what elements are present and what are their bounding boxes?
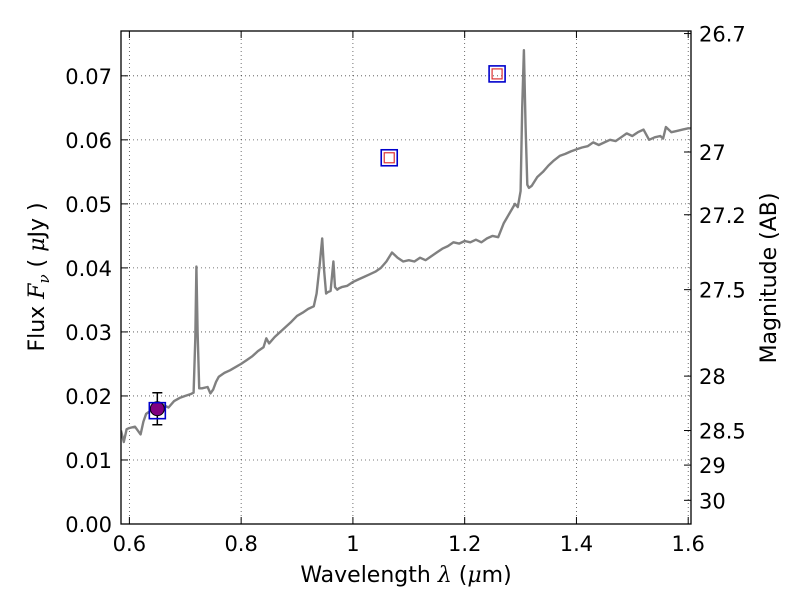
- y2-tick-label: 30: [699, 489, 726, 513]
- model-inner-marker: [491, 68, 503, 80]
- plot-area: [121, 49, 691, 444]
- model-inner-marker: [383, 152, 395, 164]
- y-tick-label: 0.05: [65, 193, 112, 217]
- y-tick-label: 0.07: [65, 65, 112, 89]
- photometry-point: [149, 401, 165, 417]
- y2-tick-label: 27: [699, 141, 726, 165]
- model-square-marker: [488, 65, 506, 83]
- x-axis-label: Wavelength λ (μm): [300, 563, 511, 588]
- x-tick-label: 1.4: [560, 532, 593, 556]
- spectrum-line: [121, 49, 691, 444]
- y2-tick-label: 28.5: [699, 420, 746, 444]
- grid: [121, 31, 691, 525]
- y2-axis-label: Magnitude (AB): [757, 193, 782, 364]
- y-axis-label: Flux Fν ( μJy ): [25, 202, 53, 351]
- y-tick-label: 0.00: [65, 513, 112, 537]
- y2-tick-label: 29: [699, 454, 726, 478]
- x-tick-label: 1: [346, 532, 359, 556]
- y2-tick-label: 27.5: [699, 279, 746, 303]
- y2-tick-label: 27.2: [699, 204, 746, 228]
- x-tick-label: 0.8: [224, 532, 257, 556]
- y-tick-label: 0.02: [65, 385, 112, 409]
- y2-tick-label: 28: [699, 365, 726, 389]
- x-tick-label: 0.6: [113, 532, 146, 556]
- y2-tick-label: 26.7: [699, 23, 746, 47]
- y-tick-label: 0.04: [65, 257, 112, 281]
- y-tick-label: 0.01: [65, 449, 112, 473]
- plot-frame: [120, 30, 692, 525]
- axis-ticks: 0.6 0.8 1 1.2 1.4 1.6 0.00 0.01 0.02 0.03 0.04 0.05…: [65, 23, 746, 556]
- model-square-marker: [380, 148, 399, 167]
- model-square-marker: [148, 401, 167, 420]
- x-tick-label: 1.6: [672, 532, 705, 556]
- x-tick-label: 1.2: [448, 532, 481, 556]
- y-tick-label: 0.06: [65, 129, 112, 153]
- y-tick-label: 0.03: [65, 321, 112, 345]
